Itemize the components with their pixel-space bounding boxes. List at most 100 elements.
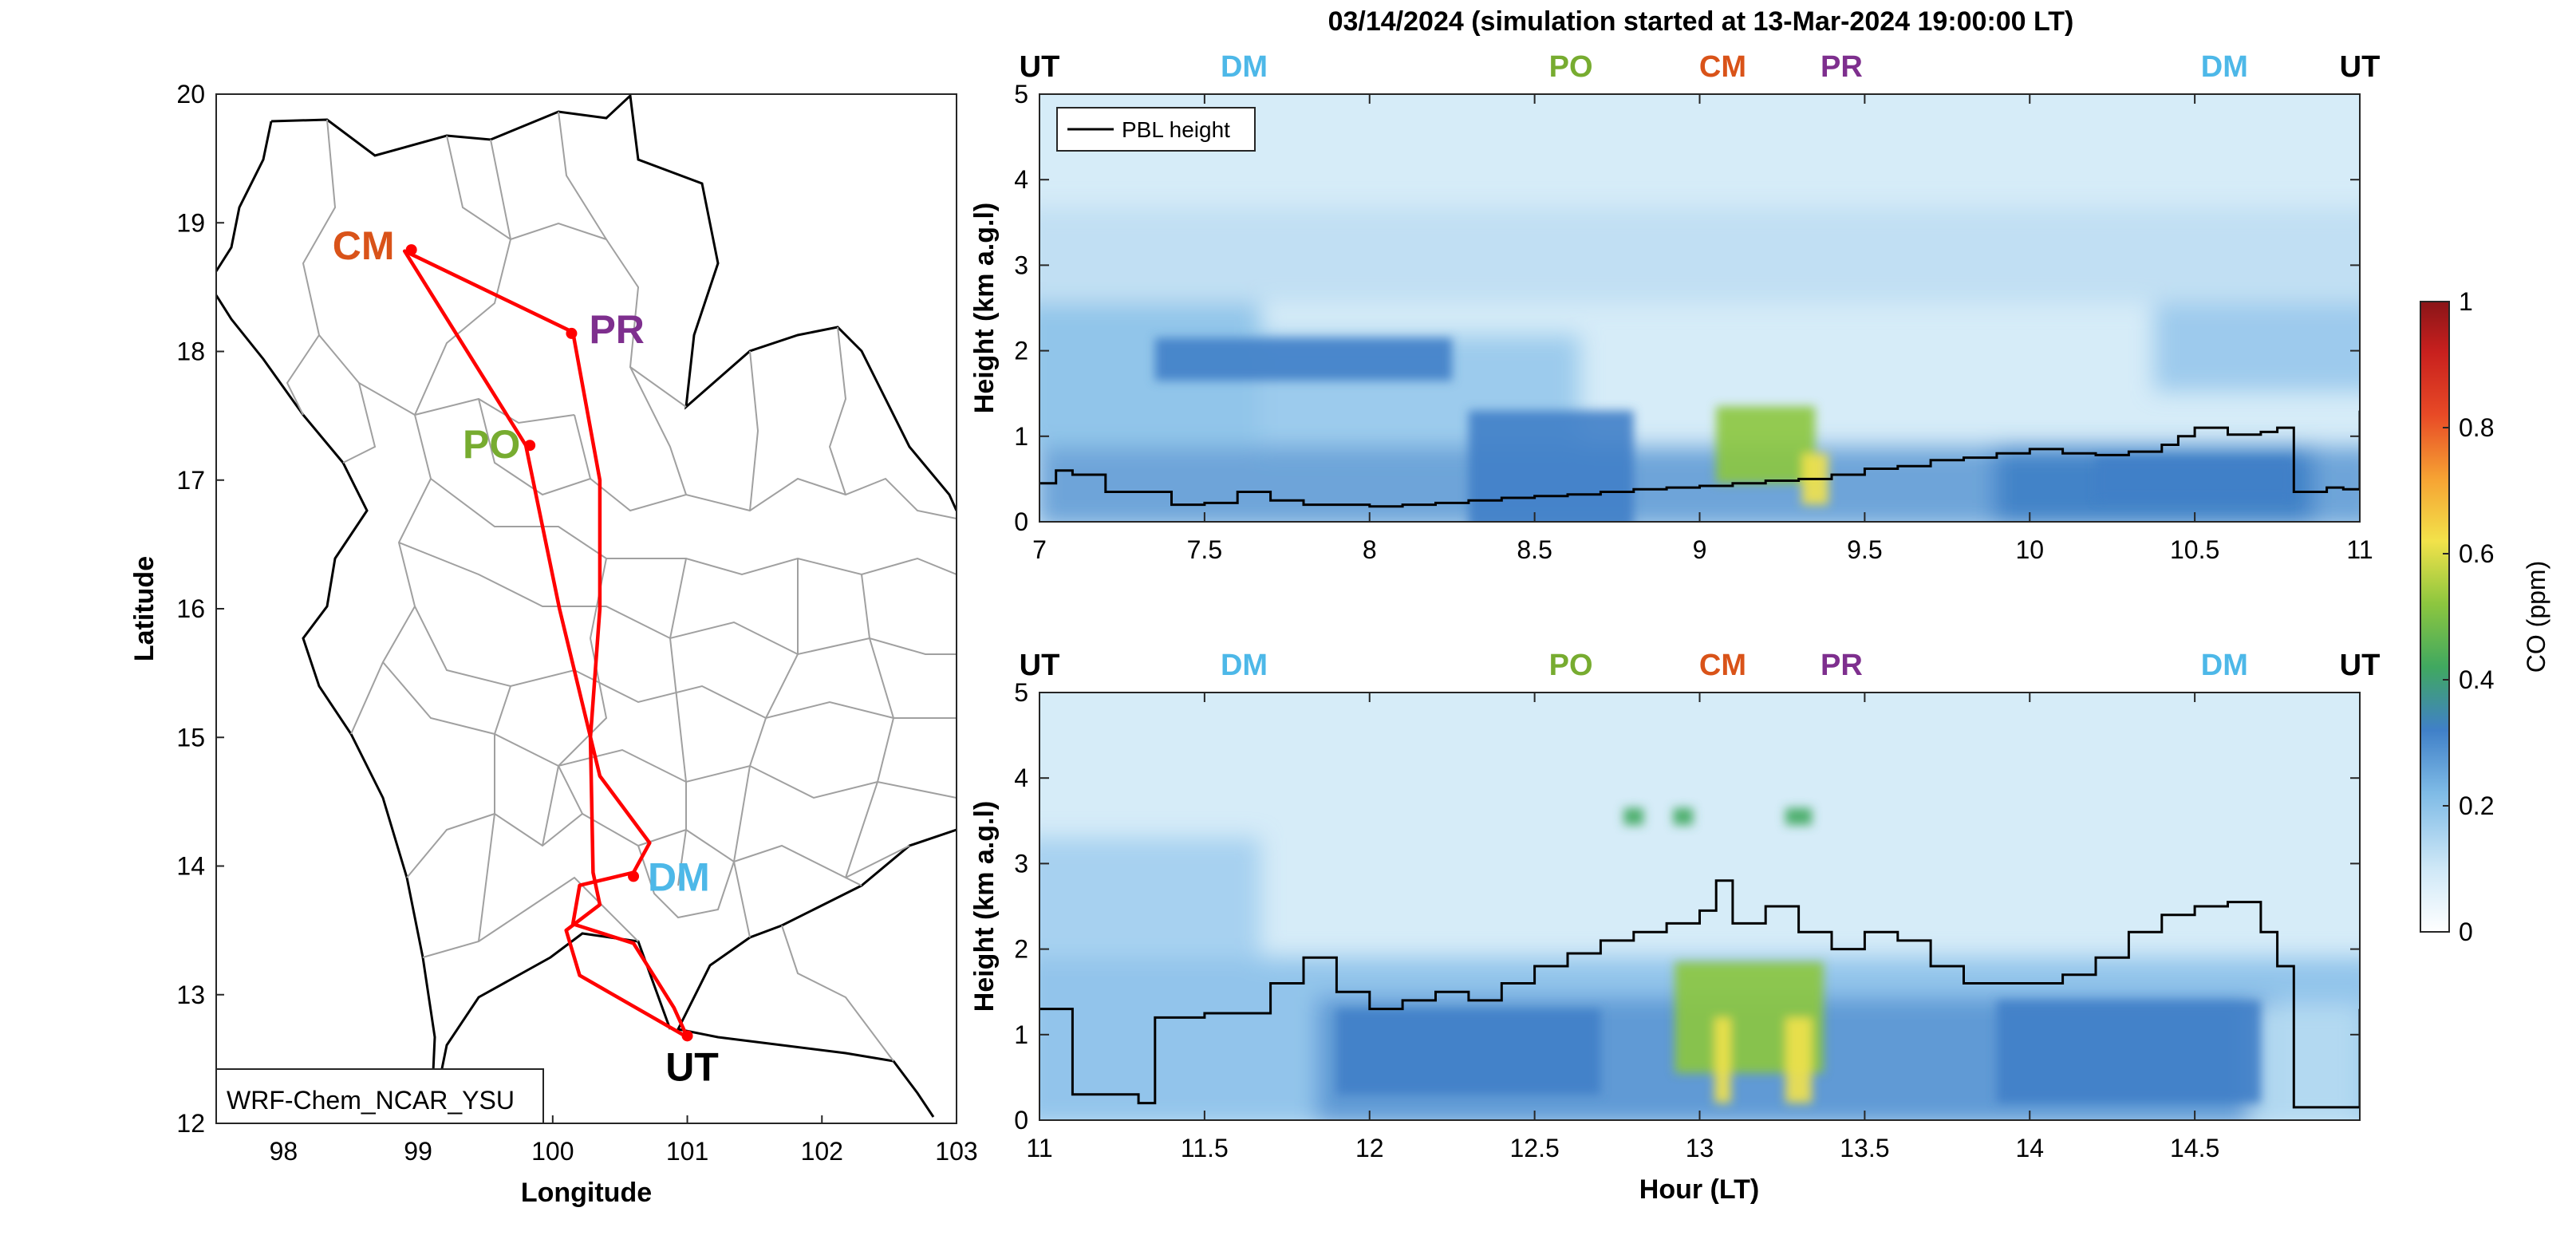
y-tick-label: 5 bbox=[1014, 80, 1028, 109]
map-legend-box bbox=[215, 1068, 544, 1124]
y-tick-label: 0 bbox=[1014, 507, 1028, 536]
map-y-tick-label: 15 bbox=[176, 723, 205, 752]
y-tick-label: 1 bbox=[1014, 1020, 1028, 1049]
x-tick-label: 8.5 bbox=[1517, 535, 1552, 564]
map-y-tick-label: 20 bbox=[176, 80, 205, 109]
map-x-tick-label: 101 bbox=[666, 1137, 708, 1166]
co-plume bbox=[1996, 1000, 2261, 1103]
site-marker-label-cm: CM bbox=[1699, 649, 1746, 682]
x-tick-label: 14 bbox=[2015, 1134, 2044, 1162]
site-layer: CM PR PO DM UT bbox=[333, 223, 719, 1089]
x-tick-label: 9 bbox=[1693, 535, 1707, 564]
map-ylabel: Latitude bbox=[129, 556, 160, 661]
map-y-tick-label: 19 bbox=[176, 208, 205, 237]
colorbar-tick-label: 0.6 bbox=[2459, 539, 2494, 568]
x-tick-label: 9.5 bbox=[1847, 535, 1882, 564]
map-xlabel: Longitude bbox=[521, 1178, 652, 1208]
pbl-legend-label: PBL height bbox=[1122, 117, 1230, 142]
co-plume bbox=[1785, 1017, 1813, 1103]
x-tick-label: 12 bbox=[1355, 1134, 1384, 1162]
site-label-po: PO bbox=[463, 422, 520, 467]
site-marker-dm bbox=[628, 870, 640, 882]
site-label-cm: CM bbox=[333, 223, 395, 268]
curtain-top-ylabel: Height (km a.g.l) bbox=[969, 203, 1000, 413]
colorbar-label: CO (ppm) bbox=[2522, 561, 2550, 673]
route-path bbox=[402, 249, 689, 1039]
colorbar: 0 0.2 0.4 0.6 0.8 1 CO (ppm) bbox=[2420, 287, 2550, 946]
co-plume bbox=[1154, 337, 1453, 381]
curtain-bottom-ylabel: Height (km a.g.l) bbox=[969, 801, 1000, 1012]
curtain-top-site-markers: UT DM PO CM PR DM UT bbox=[1020, 50, 2381, 84]
co-plume bbox=[2096, 457, 2294, 501]
site-label-ut: UT bbox=[665, 1044, 719, 1089]
x-tick-label: 7 bbox=[1032, 535, 1047, 564]
x-tick-label: 7.5 bbox=[1187, 535, 1222, 564]
map-y-tick-label: 14 bbox=[176, 852, 205, 881]
site-marker-label-dm: DM bbox=[1221, 649, 1268, 682]
map-y-tick-label: 18 bbox=[176, 337, 205, 366]
site-marker-label-ut: UT bbox=[1020, 50, 1060, 84]
x-tick-label: 10 bbox=[2015, 535, 2044, 564]
x-tick-label: 12.5 bbox=[1509, 1134, 1559, 1162]
pbl-line-top bbox=[1039, 410, 2360, 508]
x-tick-label: 11.5 bbox=[1181, 1134, 1229, 1162]
y-tick-label: 1 bbox=[1014, 422, 1028, 451]
province-borders bbox=[286, 111, 957, 1062]
co-plume bbox=[1785, 807, 1813, 826]
site-marker-label-dm: DM bbox=[2201, 50, 2248, 84]
y-tick-label: 0 bbox=[1014, 1106, 1028, 1135]
curtain-bottom-xlabel: Hour (LT) bbox=[1639, 1174, 1759, 1205]
site-marker-label-pr: PR bbox=[1821, 649, 1863, 682]
map-x-ticks: 98 99 100 101 102 103 bbox=[270, 1115, 978, 1166]
site-label-dm: DM bbox=[648, 854, 710, 899]
map-x-tick-label: 103 bbox=[935, 1137, 977, 1166]
figure-title: 03/14/2024 (simulation started at 13-Mar… bbox=[1328, 6, 2074, 37]
map-x-tick-label: 98 bbox=[270, 1137, 298, 1166]
y-tick-label: 3 bbox=[1014, 849, 1028, 878]
y-tick-label: 2 bbox=[1014, 337, 1028, 365]
map-y-tick-label: 17 bbox=[176, 466, 205, 495]
map-y-tick-label: 13 bbox=[176, 981, 205, 1009]
y-tick-label: 4 bbox=[1014, 165, 1028, 194]
site-marker-label-pr: PR bbox=[1821, 50, 1863, 84]
y-tick-label: 2 bbox=[1014, 935, 1028, 964]
co-plume bbox=[1623, 807, 1644, 826]
map-panel: CM PR PO DM UT 98 99 100 101 102 103 12 13 14 15 16 17… bbox=[129, 80, 978, 1208]
curtain-top-plumes bbox=[1154, 337, 2294, 522]
co-plume bbox=[1714, 1017, 1731, 1103]
co-plume bbox=[1336, 1008, 1601, 1095]
country-outline bbox=[216, 94, 957, 1123]
site-marker-pr bbox=[566, 327, 578, 339]
map-x-tick-label: 99 bbox=[404, 1137, 432, 1166]
colorbar-tick-label: 0.2 bbox=[2459, 791, 2494, 820]
site-marker-cm bbox=[405, 244, 417, 256]
x-tick-label: 11 bbox=[2346, 535, 2373, 564]
site-marker-po bbox=[524, 440, 536, 452]
colorbar-tick-label: 0.8 bbox=[2459, 413, 2494, 442]
site-marker-label-ut: UT bbox=[2340, 50, 2381, 84]
co-plume bbox=[1673, 807, 1694, 826]
y-tick-label: 3 bbox=[1014, 251, 1028, 279]
route-layer bbox=[402, 249, 689, 1039]
curtain-bottom-x-ticks: 11 11.5 12 12.5 13 13.5 14 14.5 bbox=[1026, 693, 2219, 1162]
map-background bbox=[216, 94, 957, 1123]
colorbar-tick-label: 0.4 bbox=[2459, 665, 2494, 694]
colorbar-ticks: 0 0.2 0.4 0.6 0.8 1 bbox=[2443, 287, 2494, 946]
site-label-pr: PR bbox=[589, 307, 644, 352]
site-marker-ut bbox=[681, 1030, 693, 1042]
curtain-top-x-ticks: 7 7.5 8 8.5 9 9.5 10 10.5 11 bbox=[1032, 94, 2373, 564]
colorbar-gradient bbox=[2420, 301, 2450, 933]
site-marker-label-po: PO bbox=[1549, 649, 1593, 682]
curtain-bottom-y-ticks: 0 1 2 3 4 5 bbox=[1014, 678, 2360, 1135]
map-y-ticks: 12 13 14 15 16 17 18 19 20 bbox=[176, 80, 224, 1138]
map-x-tick-label: 102 bbox=[801, 1137, 843, 1166]
site-marker-label-po: PO bbox=[1549, 50, 1593, 84]
x-tick-label: 11 bbox=[1026, 1134, 1052, 1162]
map-y-tick-label: 12 bbox=[176, 1109, 205, 1138]
y-tick-label: 4 bbox=[1014, 764, 1028, 792]
co-plume bbox=[1468, 410, 1634, 522]
pbl-line-bottom bbox=[1039, 879, 2360, 1109]
y-tick-label: 5 bbox=[1014, 678, 1028, 707]
